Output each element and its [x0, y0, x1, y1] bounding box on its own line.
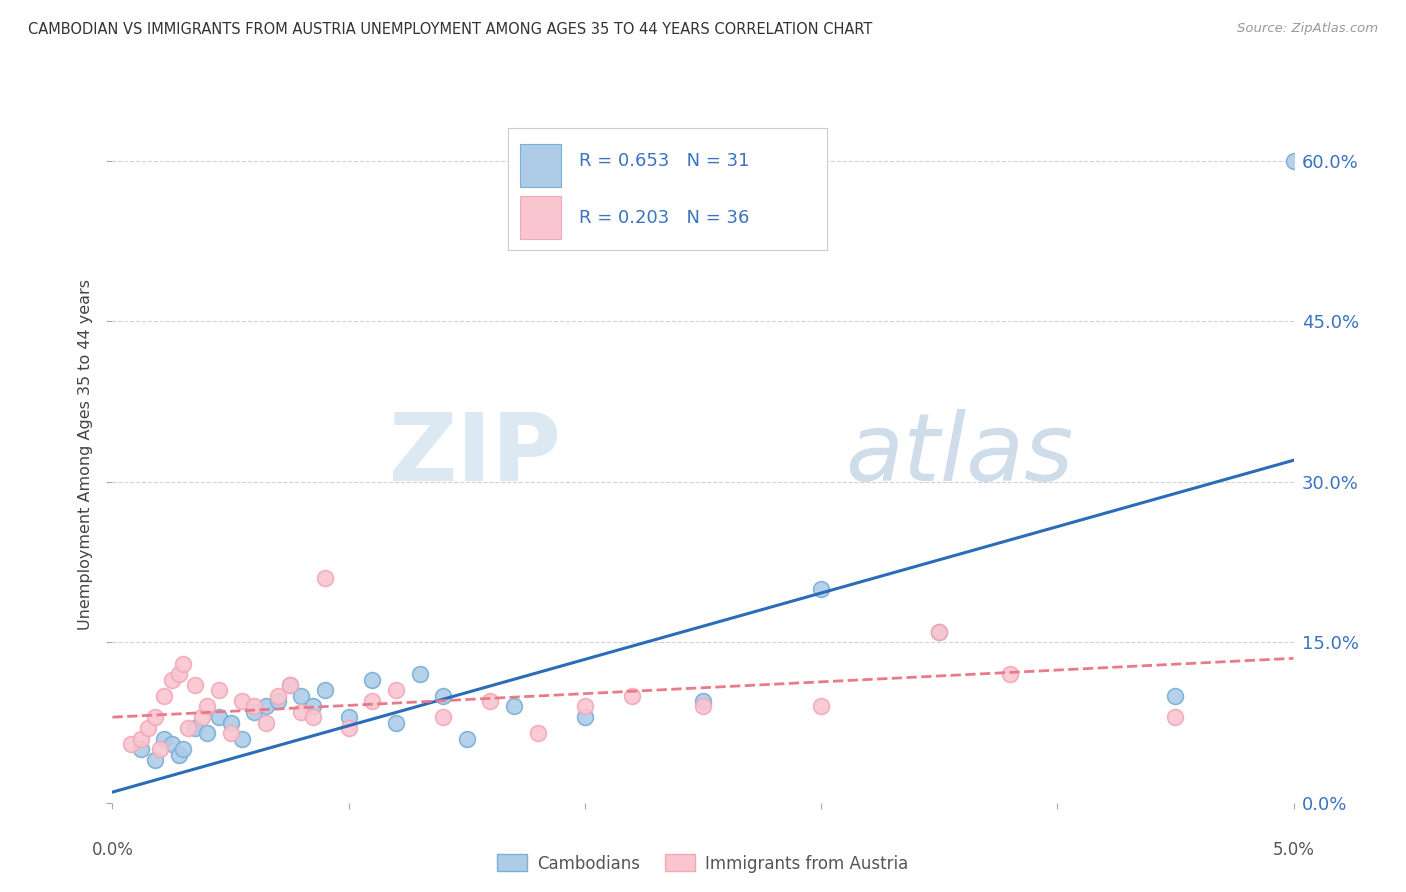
Text: 0.0%: 0.0%: [91, 841, 134, 859]
Point: [160, 737, 183, 751]
Point: [408, 667, 430, 681]
Point: [1282, 153, 1305, 168]
Point: [456, 731, 478, 746]
Point: [526, 726, 548, 740]
Point: [160, 673, 183, 687]
Point: [278, 678, 301, 692]
Point: [153, 731, 176, 746]
Point: [231, 731, 253, 746]
Point: [184, 678, 207, 692]
Point: [208, 710, 231, 724]
Point: [503, 699, 526, 714]
Point: [1164, 710, 1187, 724]
Point: [928, 624, 950, 639]
Text: atlas: atlas: [845, 409, 1073, 500]
Point: [172, 657, 194, 671]
Point: [1164, 689, 1187, 703]
Point: [120, 737, 142, 751]
Point: [928, 624, 950, 639]
Point: [361, 694, 384, 708]
Y-axis label: Unemployment Among Ages 35 to 44 years: Unemployment Among Ages 35 to 44 years: [77, 279, 93, 631]
Point: [136, 721, 159, 735]
Point: [361, 673, 384, 687]
Point: [290, 705, 312, 719]
Point: [243, 705, 266, 719]
Point: [810, 582, 832, 596]
Point: [149, 742, 172, 756]
Point: [692, 699, 714, 714]
Text: R = 0.653   N = 31: R = 0.653 N = 31: [579, 153, 749, 170]
Point: [208, 683, 231, 698]
Point: [143, 710, 166, 724]
Point: [314, 571, 336, 585]
Point: [432, 710, 454, 724]
Point: [184, 721, 207, 735]
Point: [278, 678, 301, 692]
Point: [143, 753, 166, 767]
Point: [191, 710, 214, 724]
Point: [314, 683, 336, 698]
FancyBboxPatch shape: [520, 144, 561, 187]
Point: [290, 689, 312, 703]
Point: [177, 721, 200, 735]
Point: [574, 699, 596, 714]
Point: [129, 731, 152, 746]
Point: [231, 694, 253, 708]
Text: Source: ZipAtlas.com: Source: ZipAtlas.com: [1237, 22, 1378, 36]
Point: [302, 710, 325, 724]
Point: [810, 699, 832, 714]
Point: [219, 715, 242, 730]
Point: [337, 710, 360, 724]
Text: 5.0%: 5.0%: [1272, 841, 1315, 859]
Text: ZIP: ZIP: [388, 409, 561, 501]
Legend: Cambodians, Immigrants from Austria: Cambodians, Immigrants from Austria: [491, 847, 915, 880]
Point: [254, 699, 277, 714]
Point: [153, 689, 176, 703]
Point: [254, 715, 277, 730]
Point: [167, 747, 190, 762]
Point: [267, 689, 290, 703]
Point: [692, 694, 714, 708]
Point: [385, 715, 408, 730]
Point: [337, 721, 360, 735]
Point: [998, 667, 1021, 681]
Point: [243, 699, 266, 714]
FancyBboxPatch shape: [508, 128, 827, 250]
Point: [574, 710, 596, 724]
Point: [302, 699, 325, 714]
Point: [479, 694, 502, 708]
Point: [219, 726, 242, 740]
Point: [621, 689, 644, 703]
Point: [195, 726, 218, 740]
Text: R = 0.203   N = 36: R = 0.203 N = 36: [579, 210, 749, 227]
Point: [267, 694, 290, 708]
FancyBboxPatch shape: [520, 196, 561, 239]
Text: CAMBODIAN VS IMMIGRANTS FROM AUSTRIA UNEMPLOYMENT AMONG AGES 35 TO 44 YEARS CORR: CAMBODIAN VS IMMIGRANTS FROM AUSTRIA UNE…: [28, 22, 873, 37]
Point: [432, 689, 454, 703]
Point: [129, 742, 152, 756]
Point: [167, 667, 190, 681]
Point: [385, 683, 408, 698]
Point: [195, 699, 218, 714]
Point: [172, 742, 194, 756]
